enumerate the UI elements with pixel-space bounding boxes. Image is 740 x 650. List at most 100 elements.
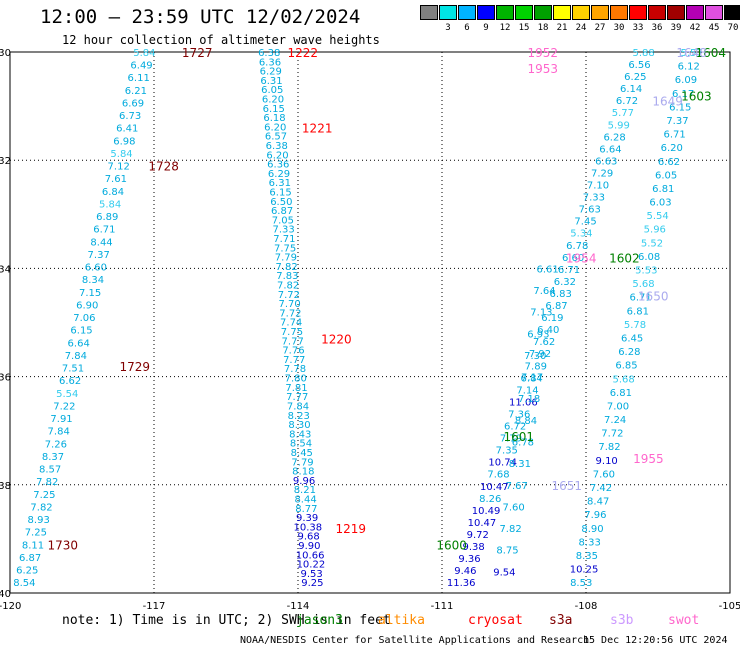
colorbar-label: 24 (575, 23, 587, 33)
satellite-legend-item: s3a (549, 613, 573, 628)
wave-height-value: 9.90 (298, 541, 320, 552)
footer-timestamp: 15 Dec 12:20:56 UTC 2024 (583, 635, 728, 646)
wave-height-value: 8.21 (294, 485, 316, 496)
wave-height-value: 9.72 (467, 530, 489, 541)
colorbar-swatch (458, 5, 476, 20)
wave-height-value: 6.12 (678, 62, 700, 73)
wave-height-value: 8.26 (479, 494, 501, 505)
wave-height-value: 6.71 (93, 225, 115, 236)
wave-height-value: 7.71 (273, 234, 295, 245)
wave-height-value: 6.38 (266, 141, 288, 152)
wave-height-value: 6.78 (512, 438, 534, 449)
y-tick-label: -34 (0, 264, 11, 275)
wave-height-value: 7.72 (279, 308, 301, 319)
wave-height-value: 7.60 (593, 469, 615, 480)
legend-note: note: 1) Time is in UTC; 2) SWH is in fe… (62, 613, 391, 628)
footer-credit: NOAA/NESDIS Center for Satellite Applica… (240, 635, 590, 646)
wave-height-value: 6.87 (19, 553, 41, 564)
wave-height-value: 6.25 (16, 566, 38, 577)
colorbar-swatch (439, 5, 457, 20)
wave-height-value: 6.14 (620, 84, 642, 95)
wave-height-value: 7.92 (529, 349, 551, 360)
wave-height-value: 6.73 (119, 111, 141, 122)
x-tick-label: -117 (143, 601, 166, 612)
wave-height-value: 7.14 (516, 385, 538, 396)
wave-height-value: 8.93 (28, 515, 50, 526)
wave-height-value: 6.62 (59, 376, 81, 387)
wave-height-value: 8.34 (82, 275, 104, 286)
wave-height-value: 6.05 (261, 85, 283, 96)
wave-height-value: 6.31 (269, 178, 291, 189)
wave-height-value: 7.82 (275, 262, 297, 273)
wave-height-value: 10.74 (488, 458, 517, 469)
x-tick-label: -105 (719, 601, 740, 612)
wave-height-value: 6.25 (624, 72, 646, 83)
x-tick-label: -114 (287, 601, 310, 612)
wave-height-value: 7.42 (590, 483, 612, 494)
colorbar-swatch (572, 5, 590, 20)
colorbar-label: 12 (499, 23, 511, 33)
colorbar-swatch (477, 5, 495, 20)
wave-height-value: 6.03 (649, 198, 671, 209)
wave-height-value: 10.25 (570, 565, 599, 576)
wave-height-value: 7.10 (587, 181, 609, 192)
wave-height-value: 8.44 (90, 237, 112, 248)
wave-height-value: 6.56 (628, 60, 650, 71)
wave-height-value: 9.38 (463, 542, 485, 553)
wave-height-value: 6.31 (260, 76, 282, 87)
pass-time-label: 1952 (528, 46, 559, 60)
wave-height-value: 5.34 (570, 229, 592, 240)
colorbar-label: 21 (556, 23, 568, 33)
pass-time-label: 1650 (638, 289, 669, 303)
wave-height-value: 7.84 (65, 351, 87, 362)
wave-height-value: 6.62 (658, 157, 680, 168)
wave-height-value: 7.84 (48, 427, 70, 438)
wave-height-value: 7.82 (277, 281, 299, 292)
wave-height-value: 6.29 (260, 67, 282, 78)
wave-height-value: 6.64 (599, 144, 621, 155)
satellite-legend-item: s3b (610, 613, 634, 628)
wave-height-value: 5.53 (635, 266, 657, 277)
wave-height-value: 9.46 (454, 566, 476, 577)
wave-height-value: 6.63 (595, 156, 617, 167)
colorbar-swatch (629, 5, 647, 20)
pass-time-label: 1954 (566, 252, 597, 266)
wave-height-value: 8.75 (496, 546, 518, 557)
wave-height-value: 7.82 (499, 524, 521, 535)
colorbar-swatch (591, 5, 609, 20)
wave-height-value: 6.83 (550, 289, 572, 300)
wave-height-value: 5.54 (646, 211, 668, 222)
wave-height-value: 6.87 (271, 206, 293, 217)
wave-height-value: 9.10 (596, 456, 618, 467)
wave-height-value: 10.38 (294, 522, 323, 533)
wave-height-value: 6.19 (541, 313, 563, 324)
wave-height-value: 7.80 (285, 374, 307, 385)
wave-height-value: 7.68 (487, 470, 509, 481)
wave-height-value: 7.78 (284, 364, 306, 375)
wave-height-value: 8.54 (13, 578, 35, 589)
wave-height-value: 6.50 (270, 197, 292, 208)
y-tick-label: -40 (0, 589, 11, 600)
pass-time-label: 1953 (528, 62, 559, 76)
wave-height-value: 6.81 (627, 306, 649, 317)
pass-time-label: 1649 (652, 95, 683, 109)
pass-time-label: 1603 (681, 89, 712, 103)
colorbar-label: 70 (727, 23, 739, 33)
colorbar-swatch (534, 5, 552, 20)
wave-height-value: 7.67 (506, 481, 528, 492)
pass-time-label: 1600 (436, 538, 467, 552)
colorbar-label: 9 (483, 23, 489, 33)
wave-height-value: 7.79 (500, 434, 522, 445)
wave-height-value: 6.71 (630, 293, 652, 304)
wave-height-value: 8.33 (579, 537, 601, 548)
colorbar-label: 39 (670, 23, 682, 33)
wave-height-value: 6.11 (128, 73, 150, 84)
wave-height-value: 6.20 (266, 150, 288, 161)
wave-height-value: 7.25 (33, 490, 55, 501)
y-tick-label: -30 (0, 48, 11, 59)
wave-height-value: 6.38 (258, 48, 280, 59)
wave-height-value: 7.70 (279, 299, 301, 310)
pass-time-label: 1220 (321, 333, 352, 347)
wave-height-value: 9.54 (493, 567, 515, 578)
colorbar-label: 27 (594, 23, 606, 33)
